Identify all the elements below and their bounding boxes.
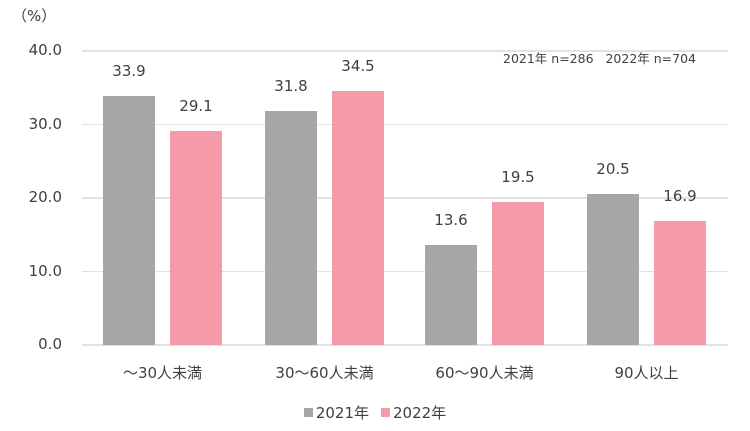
x-category-label: 30～60人未満 [275,364,374,382]
value-label: 20.5 [596,160,630,179]
value-label: 33.9 [112,61,146,80]
x-category-label: 60～90人未満 [435,364,534,382]
legend-swatch-2021 [303,408,313,417]
value-label: 29.1 [179,97,213,116]
gridline [82,123,728,126]
bar-2021-1 [265,111,317,345]
unit-label: （%） [12,7,57,25]
legend: 2021年 2022年 [0,402,750,423]
y-tick-label: 10.0 [28,261,62,280]
gridline [82,50,728,52]
legend-label-2021: 2021年 [315,404,369,422]
bar-2022-2 [492,201,544,345]
value-label: 13.6 [434,211,468,230]
value-label: 16.9 [663,186,697,205]
bar-2022-3 [654,220,706,345]
gridline [82,197,728,199]
sample-size-note: 2021年 n=286 2022年 n=704 [503,51,696,66]
legend-label-2022: 2022年 [393,404,447,422]
value-label: 19.5 [501,167,535,186]
bar-2021-2 [425,245,477,345]
bar-2022-1 [332,91,384,345]
legend-item-2021: 2021年 [303,402,369,423]
legend-swatch-2022 [381,408,390,417]
value-label: 34.5 [341,57,375,76]
y-tick-label: 0.0 [38,335,62,353]
x-category-label: ～30人未満 [122,364,203,382]
bar-2021-0 [103,95,155,345]
bar-2021-3 [587,194,639,345]
bar-2022-0 [170,131,222,345]
value-label: 31.8 [274,77,308,96]
gridline [82,344,728,346]
y-tick-label: 30.0 [28,114,62,133]
legend-item-2022: 2022年 [381,402,446,423]
y-tick-label: 40.0 [28,41,62,59]
gridline [82,270,728,273]
x-category-label: 90人以上 [614,364,679,382]
y-tick-label: 20.0 [28,188,62,206]
